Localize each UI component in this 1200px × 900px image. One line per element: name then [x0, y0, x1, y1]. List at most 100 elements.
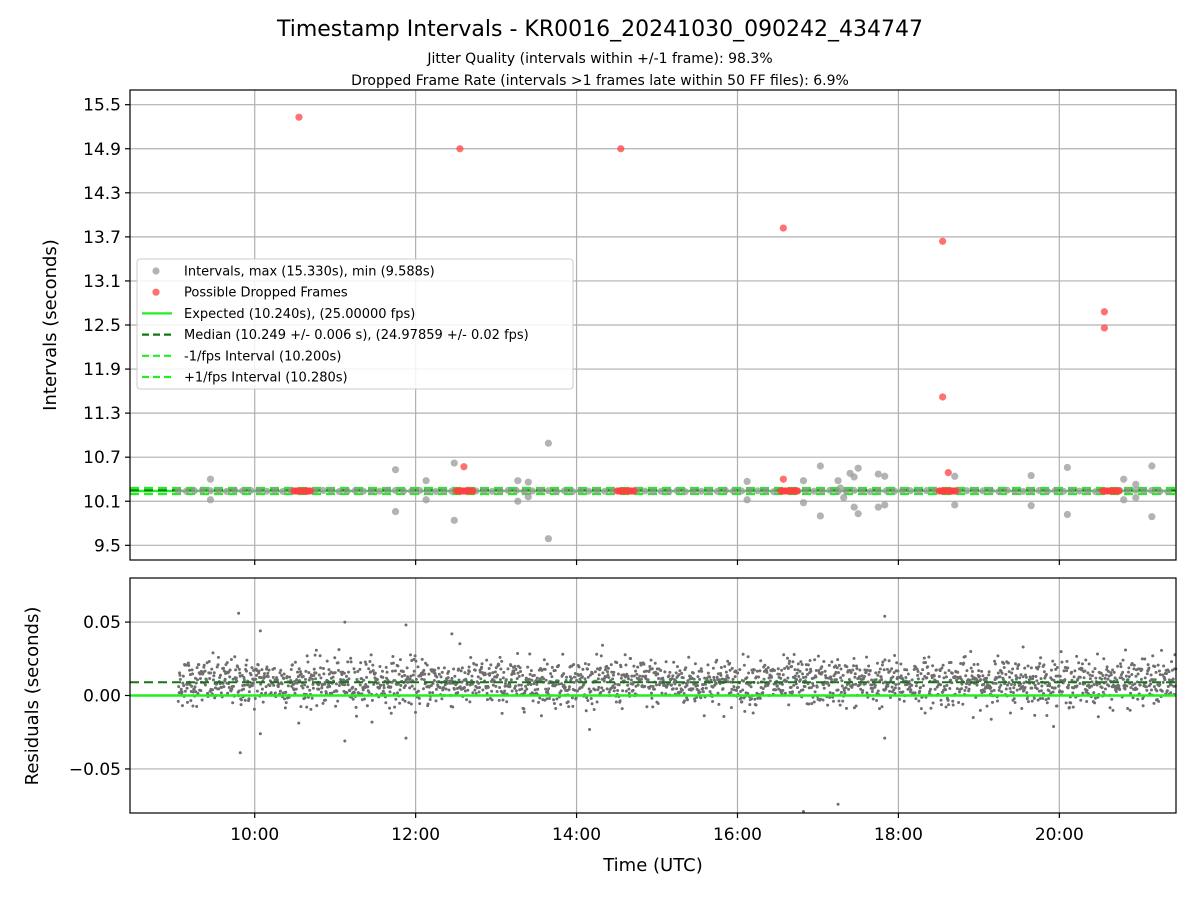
residual-point — [280, 682, 284, 686]
interval-point — [713, 487, 721, 495]
residual-point — [1051, 659, 1055, 663]
residual-point — [960, 687, 964, 691]
residual-point — [671, 687, 675, 691]
residual-point — [1126, 706, 1130, 710]
residual-point — [1121, 670, 1125, 674]
residual-point — [863, 668, 867, 672]
residual-point — [505, 700, 509, 704]
residual-point — [691, 687, 695, 691]
residual-point — [491, 671, 495, 675]
residual-point — [1094, 676, 1098, 680]
residual-point — [922, 656, 926, 660]
residual-point — [862, 675, 866, 679]
residual-point — [403, 684, 407, 688]
residual-point — [470, 674, 474, 678]
residual-point — [477, 681, 481, 685]
residual-point — [301, 686, 305, 690]
residual-point — [191, 690, 195, 694]
residual-point — [317, 687, 321, 691]
residual-point — [1011, 691, 1015, 695]
residual-point — [557, 663, 561, 667]
residual-point — [623, 653, 627, 657]
residual-point — [788, 659, 792, 663]
residual-point — [293, 691, 297, 695]
residual-point — [1136, 697, 1140, 701]
residual-point — [253, 697, 257, 701]
residual-point — [370, 698, 374, 702]
residual-point — [867, 664, 871, 668]
residual-point — [600, 686, 604, 690]
residual-point — [382, 686, 386, 690]
residual-point — [656, 702, 660, 706]
residual-point — [440, 697, 444, 701]
residual-point — [1009, 683, 1013, 687]
residual-point — [937, 675, 941, 679]
residual-point — [593, 670, 597, 674]
residual-point — [447, 669, 451, 673]
residual-point — [434, 699, 438, 703]
legend-label-0: Intervals, max (15.330s), min (9.588s) — [184, 265, 435, 280]
residual-point — [1031, 674, 1035, 678]
residual-point — [343, 620, 347, 624]
residual-point — [1167, 678, 1171, 682]
residual-point — [854, 682, 858, 686]
residual-point — [1088, 686, 1092, 690]
residual-point — [1042, 670, 1046, 674]
residual-point — [279, 668, 283, 672]
residual-point — [508, 684, 512, 688]
residual-point — [480, 665, 484, 669]
residual-point — [786, 666, 790, 670]
residual-point — [980, 691, 984, 695]
residual-point — [654, 670, 658, 674]
residual-point — [498, 655, 502, 659]
residual-point — [490, 698, 494, 702]
residual-point — [1015, 676, 1019, 680]
residual-point — [538, 696, 542, 700]
residual-point — [834, 678, 838, 682]
interval-point — [914, 487, 923, 495]
residual-point — [230, 687, 234, 691]
residual-point — [229, 658, 233, 662]
residual-point — [486, 685, 490, 689]
residual-point — [729, 706, 733, 710]
residual-point — [294, 687, 298, 691]
residual-point — [408, 677, 412, 681]
residual-point — [420, 677, 424, 681]
residual-point — [715, 658, 719, 662]
residual-point — [437, 666, 441, 670]
residual-point — [875, 661, 879, 665]
residual-point — [438, 686, 442, 690]
residual-point — [999, 683, 1003, 687]
residual-point — [1153, 678, 1157, 682]
residual-point — [440, 670, 444, 674]
residual-point — [1023, 666, 1027, 670]
residual-point — [494, 684, 498, 688]
residual-point — [216, 663, 220, 667]
residual-point — [494, 666, 498, 670]
residual-point — [783, 691, 787, 695]
residual-point — [264, 691, 268, 695]
residual-point — [227, 685, 231, 689]
residual-point — [225, 661, 229, 665]
residual-point — [840, 684, 844, 688]
residual-point — [203, 683, 207, 687]
residual-point — [1127, 675, 1131, 679]
residual-point — [919, 707, 923, 711]
interval-point — [818, 487, 826, 495]
dropped-frame-point — [1115, 487, 1123, 495]
residual-point — [636, 683, 640, 687]
residual-point — [504, 678, 508, 682]
residual-point — [309, 707, 313, 711]
residual-point — [931, 701, 935, 705]
residual-point — [721, 687, 725, 691]
residual-point — [542, 658, 546, 662]
residual-point — [194, 690, 198, 694]
top-y-axis-label: Intervals (seconds) — [40, 239, 61, 411]
residual-point — [821, 683, 825, 687]
residual-point — [835, 666, 839, 670]
residual-point — [234, 676, 238, 680]
interval-point — [810, 487, 818, 495]
residual-point — [543, 698, 547, 702]
residual-point — [730, 687, 734, 691]
interval-point — [391, 507, 400, 516]
